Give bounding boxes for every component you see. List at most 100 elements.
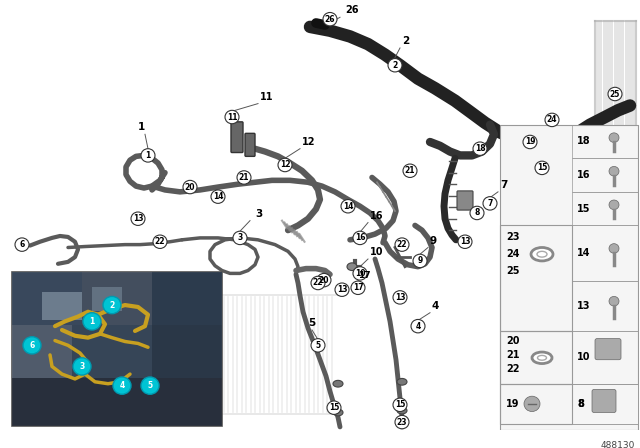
Text: 26: 26: [345, 5, 358, 15]
Circle shape: [413, 254, 427, 267]
Text: 14: 14: [343, 202, 353, 211]
Text: 14: 14: [212, 192, 223, 201]
Text: 21: 21: [404, 166, 415, 175]
Text: 5: 5: [147, 381, 152, 390]
Circle shape: [473, 142, 487, 155]
Circle shape: [458, 235, 472, 249]
Text: 9: 9: [417, 256, 422, 265]
Text: 20: 20: [319, 276, 329, 284]
Circle shape: [73, 358, 91, 375]
Circle shape: [327, 401, 341, 414]
Circle shape: [609, 133, 619, 142]
Circle shape: [470, 206, 484, 220]
Text: 2: 2: [392, 61, 397, 70]
Bar: [12, 272, 82, 325]
Text: 24: 24: [547, 116, 557, 125]
Text: 22: 22: [506, 364, 520, 375]
Circle shape: [403, 164, 417, 177]
Circle shape: [395, 238, 409, 251]
Text: 23: 23: [397, 418, 407, 426]
Bar: [152, 272, 222, 325]
Circle shape: [545, 113, 559, 127]
Circle shape: [411, 319, 425, 333]
FancyBboxPatch shape: [245, 134, 255, 156]
Text: 17: 17: [353, 283, 364, 292]
Bar: [500, 384, 572, 424]
Bar: [572, 225, 638, 281]
Text: 7: 7: [487, 199, 493, 208]
Circle shape: [278, 158, 292, 172]
Text: 4: 4: [120, 381, 125, 390]
Text: 12: 12: [280, 160, 291, 169]
Text: 3: 3: [79, 362, 84, 371]
Circle shape: [393, 398, 407, 412]
Text: 25: 25: [506, 267, 520, 276]
Text: 2: 2: [402, 36, 409, 46]
Text: 21: 21: [239, 173, 249, 182]
Circle shape: [113, 377, 131, 394]
Circle shape: [388, 59, 402, 72]
Circle shape: [15, 238, 29, 251]
Text: 1: 1: [145, 151, 150, 160]
Bar: [572, 125, 638, 158]
Text: 13: 13: [395, 293, 405, 302]
Circle shape: [609, 244, 619, 253]
Circle shape: [103, 297, 121, 314]
Text: 8: 8: [474, 208, 480, 217]
Text: 18: 18: [577, 137, 591, 146]
Circle shape: [323, 13, 337, 26]
Circle shape: [524, 396, 540, 412]
Circle shape: [609, 200, 619, 210]
Circle shape: [183, 181, 197, 194]
Text: 1: 1: [138, 122, 145, 133]
Text: 19: 19: [525, 138, 535, 146]
Ellipse shape: [537, 251, 547, 257]
Text: 23: 23: [506, 232, 520, 242]
Bar: [572, 192, 638, 225]
Text: 26: 26: [324, 15, 335, 24]
Ellipse shape: [333, 409, 343, 416]
Circle shape: [225, 110, 239, 124]
Text: 3: 3: [255, 209, 262, 219]
Text: 15: 15: [537, 164, 547, 172]
Text: 16: 16: [577, 170, 591, 180]
FancyBboxPatch shape: [595, 339, 621, 360]
Ellipse shape: [538, 355, 547, 360]
Text: 8: 8: [577, 399, 584, 409]
Bar: [572, 158, 638, 192]
Text: 10: 10: [355, 269, 365, 278]
Text: 20: 20: [185, 183, 195, 192]
Text: 6: 6: [19, 240, 24, 249]
FancyBboxPatch shape: [592, 389, 616, 413]
Circle shape: [483, 197, 497, 210]
Text: 15: 15: [329, 403, 339, 412]
Text: 10: 10: [577, 352, 591, 362]
Circle shape: [141, 377, 159, 394]
Circle shape: [608, 87, 622, 101]
Text: 488130: 488130: [600, 441, 635, 448]
Bar: [572, 384, 638, 424]
Text: 13: 13: [132, 214, 143, 223]
Circle shape: [353, 267, 367, 280]
Circle shape: [335, 283, 349, 297]
Text: 14: 14: [577, 248, 591, 258]
Text: 13: 13: [460, 237, 470, 246]
Ellipse shape: [333, 380, 343, 387]
Circle shape: [341, 199, 355, 213]
Ellipse shape: [397, 379, 407, 385]
Text: 5: 5: [308, 318, 316, 328]
Circle shape: [523, 135, 537, 149]
Text: 13: 13: [337, 285, 348, 294]
FancyBboxPatch shape: [231, 122, 243, 152]
Bar: [500, 331, 572, 384]
Text: 9: 9: [430, 236, 437, 246]
Text: 11: 11: [260, 92, 273, 102]
Text: 15: 15: [395, 401, 405, 409]
Circle shape: [211, 190, 225, 203]
Text: 22: 22: [397, 240, 407, 249]
Text: 6: 6: [29, 341, 35, 350]
Text: 19: 19: [506, 399, 520, 409]
Bar: [42, 292, 82, 320]
Bar: [500, 225, 572, 331]
Circle shape: [353, 231, 367, 245]
